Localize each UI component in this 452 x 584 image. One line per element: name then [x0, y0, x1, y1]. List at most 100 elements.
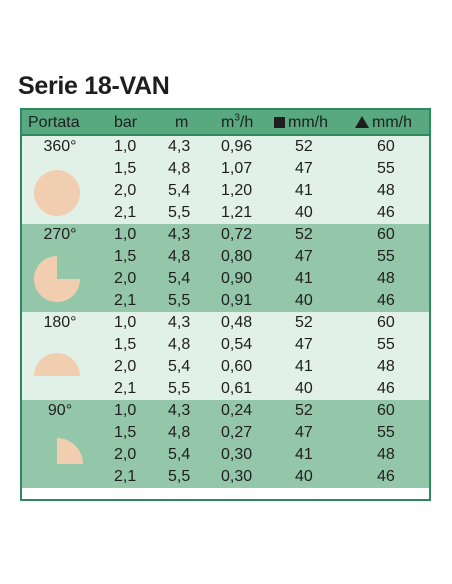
header-triangle-label: mm/h: [372, 114, 412, 131]
angle-label: 90°: [47, 402, 73, 419]
cell-m: 4,3: [168, 138, 191, 155]
table-row: 2,1 5,5 0,61 40 46: [22, 378, 429, 400]
half-circle-icon: [34, 353, 80, 376]
performance-table: Portata bar m m3/h mm/h mm/h 360° 1,0 4,…: [20, 108, 431, 501]
cell-bar: 1,0: [114, 138, 137, 155]
cell-triangle: 48: [377, 182, 395, 199]
header-m3h: m3/h: [221, 113, 254, 132]
cell-triangle: 60: [377, 402, 395, 419]
cell-m: 4,3: [168, 314, 191, 331]
cell-bar: 1,0: [114, 402, 137, 419]
cell-m3h: 0,91: [221, 292, 253, 309]
cell-bar: 2,0: [114, 182, 137, 199]
cell-m3h: 0,72: [221, 226, 253, 243]
cell-triangle: 48: [377, 358, 395, 375]
cell-m: 5,5: [168, 204, 191, 221]
cell-m3h: 0,24: [221, 402, 253, 419]
cell-square: 40: [295, 204, 313, 221]
page-title: Serie 18-VAN: [18, 72, 170, 100]
table-row: 1,0 4,3 0,96 52 60: [22, 136, 429, 158]
cell-triangle: 46: [377, 468, 395, 485]
cell-m3h: 0,96: [221, 138, 253, 155]
table-row: 1,0 4,3 0,48 52 60: [22, 312, 429, 334]
cell-m3h: 0,90: [221, 270, 253, 287]
cell-m3h: 1,07: [221, 160, 253, 177]
table-row: 1,0 4,3 0,72 52 60: [22, 224, 429, 246]
cell-square: 47: [295, 424, 313, 441]
cell-bar: 1,5: [114, 160, 137, 177]
table-row: 1,5 4,8 1,07 47 55: [22, 158, 429, 180]
cell-m3h: 1,20: [221, 182, 253, 199]
cell-bar: 1,0: [114, 226, 137, 243]
cell-bar: 2,1: [114, 468, 137, 485]
table-row: 1,5 4,8 0,54 47 55: [22, 334, 429, 356]
cell-square: 52: [295, 138, 313, 155]
cell-m: 5,5: [168, 380, 191, 397]
cell-bar: 1,0: [114, 314, 137, 331]
full-circle-icon: [34, 170, 80, 216]
cell-triangle: 46: [377, 204, 395, 221]
cell-triangle: 60: [377, 314, 395, 331]
header-m: m: [175, 114, 189, 131]
cell-bar: 2,0: [114, 358, 137, 375]
table-row: 2,0 5,4 0,30 41 48: [22, 444, 429, 466]
group-180: 180° 1,0 4,3 0,48 52 60 1,5 4,8 0,54 47 …: [22, 312, 429, 400]
header-m3h-base: m: [221, 114, 235, 131]
header-m3h-tail: /h: [239, 114, 254, 131]
cell-square: 47: [295, 336, 313, 353]
cell-m3h: 0,61: [221, 380, 253, 397]
cell-square: 40: [295, 292, 313, 309]
cell-triangle: 46: [377, 292, 395, 309]
cell-triangle: 60: [377, 226, 395, 243]
cell-bar: 2,1: [114, 292, 137, 309]
cell-bar: 1,5: [114, 336, 137, 353]
table-row: 2,1 5,5 0,91 40 46: [22, 290, 429, 312]
angle-label: 180°: [43, 314, 77, 331]
cell-square: 52: [295, 402, 313, 419]
cell-bar: 1,5: [114, 248, 137, 265]
cell-square: 41: [295, 182, 313, 199]
cell-bar: 2,1: [114, 204, 137, 221]
cell-square: 47: [295, 160, 313, 177]
cell-bar: 2,1: [114, 380, 137, 397]
cell-triangle: 60: [377, 138, 395, 155]
cell-m: 4,3: [168, 402, 191, 419]
cell-m: 4,8: [168, 424, 191, 441]
cell-m: 5,4: [168, 270, 191, 287]
cell-m: 4,8: [168, 336, 191, 353]
table-row: 1,5 4,8 0,27 47 55: [22, 422, 429, 444]
cell-m3h: 0,30: [221, 446, 253, 463]
three-quarter-circle-icon: [34, 256, 80, 302]
header-bar: bar: [114, 114, 138, 131]
header-square-mmh: mm/h: [274, 114, 328, 132]
cell-m: 5,4: [168, 446, 191, 463]
cell-square: 40: [295, 380, 313, 397]
header-portata: Portata: [28, 114, 80, 131]
cell-triangle: 55: [377, 160, 395, 177]
cell-triangle: 55: [377, 248, 395, 265]
table-row: 2,0 5,4 1,20 41 48: [22, 180, 429, 202]
cell-m: 4,8: [168, 160, 191, 177]
cell-m: 5,4: [168, 358, 191, 375]
cell-m: 5,4: [168, 182, 191, 199]
cell-m: 5,5: [168, 292, 191, 309]
group-360: 360° 1,0 4,3 0,96 52 60 1,5 4,8 1,07 47 …: [22, 136, 429, 224]
cell-m: 4,8: [168, 248, 191, 265]
cell-m3h: 0,60: [221, 358, 253, 375]
cell-triangle: 48: [377, 446, 395, 463]
cell-m3h: 0,30: [221, 468, 253, 485]
cell-square: 47: [295, 248, 313, 265]
header-triangle-mmh: mm/h: [355, 114, 412, 132]
triangle-icon: [355, 116, 369, 128]
cell-square: 52: [295, 226, 313, 243]
cell-square: 52: [295, 314, 313, 331]
group-90: 90° 1,0 4,3 0,24 52 60 1,5 4,8 0,27 47 5…: [22, 400, 429, 488]
cell-m3h: 0,54: [221, 336, 253, 353]
angle-label: 270°: [43, 226, 77, 243]
cell-triangle: 48: [377, 270, 395, 287]
square-icon: [274, 117, 285, 128]
cell-bar: 2,0: [114, 446, 137, 463]
angle-label: 360°: [43, 138, 77, 155]
cell-square: 40: [295, 468, 313, 485]
cell-square: 41: [295, 358, 313, 375]
